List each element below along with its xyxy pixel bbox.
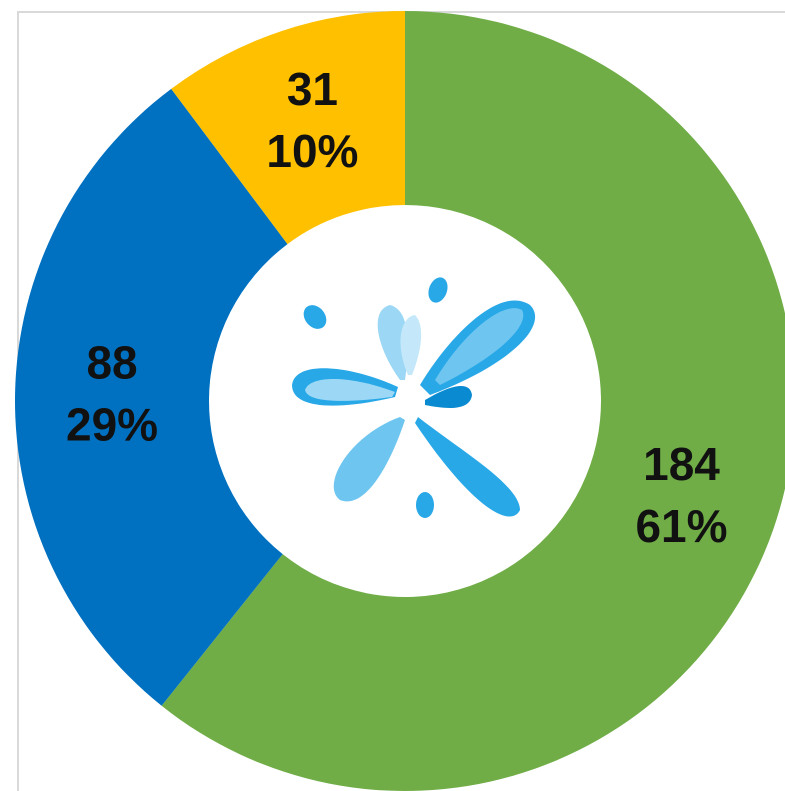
percent-label: 29% (66, 399, 158, 451)
slice (14, 88, 288, 706)
value-label: 88 (86, 337, 137, 389)
slices (14, 11, 785, 791)
slice (161, 11, 785, 791)
percent-label: 61% (635, 500, 727, 552)
slice (171, 11, 405, 245)
center-logo (292, 277, 536, 518)
percent-label: 10% (266, 125, 358, 177)
value-label: 31 (287, 63, 338, 115)
value-label: 184 (643, 438, 720, 490)
